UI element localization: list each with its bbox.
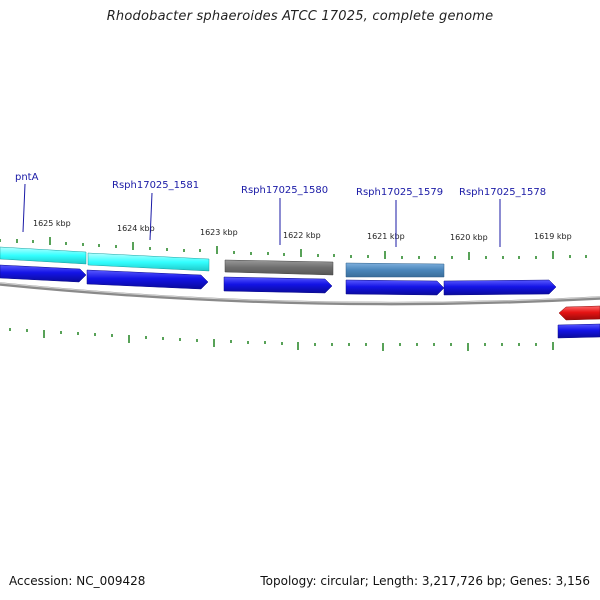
cog-feature-pntA[interactable]	[0, 246, 87, 265]
tick-label-1620: 1620 kbp	[450, 233, 488, 242]
cog-feature-rsph17025-1579[interactable]	[345, 262, 445, 278]
gene-label-leaders	[22, 183, 501, 247]
cds-arrow-rsph17025-1579[interactable]	[345, 279, 445, 296]
cds-arrow-rsph17025-1578[interactable]	[443, 279, 557, 296]
tick-label-1625: 1625 kbp	[33, 219, 71, 228]
genome-backbone-highlight	[0, 282, 600, 304]
gene-label-pntA[interactable]: pntA	[15, 172, 39, 183]
cog-feature-rsph17025-1580[interactable]	[224, 259, 334, 276]
cds-arrow-rsph17025-1581[interactable]	[86, 269, 209, 290]
tick-labels: 1625 kbp 1624 kbp 1623 kbp 1622 kbp 1621…	[33, 219, 572, 242]
cog-feature-track	[0, 246, 445, 278]
leader-line-rsph17025-1581	[149, 192, 153, 241]
tick-label-1622: 1622 kbp	[283, 231, 321, 240]
gene-label-rsph17025-1581[interactable]: Rsph17025_1581	[112, 180, 199, 191]
gene-label-rsph17025-1580[interactable]: Rsph17025_1580	[241, 185, 328, 196]
gene-labels: pntA Rsph17025_1581 Rsph17025_1580 Rsph1…	[15, 172, 546, 198]
genome-summary-label: Topology: circular; Length: 3,217,726 bp…	[260, 574, 590, 588]
gene-label-rsph17025-1579[interactable]: Rsph17025_1579	[356, 187, 443, 198]
tick-label-1619: 1619 kbp	[534, 232, 572, 241]
cds-arrow-pntA[interactable]	[0, 264, 87, 283]
gene-label-rsph17025-1578[interactable]: Rsph17025_1578	[459, 187, 546, 198]
tick-label-1623: 1623 kbp	[200, 228, 238, 237]
cds-arrow-rsph17025-1580[interactable]	[223, 276, 333, 294]
cog-feature-rsph17025-1581[interactable]	[87, 252, 210, 272]
accession-label: Accession: NC_009428	[9, 574, 146, 588]
leader-line-pntA	[22, 183, 26, 233]
genome-backbone	[0, 282, 600, 306]
reverse-cds-track	[557, 305, 600, 339]
cog-feature-reverse[interactable]	[557, 323, 600, 339]
tick-label-1621: 1621 kbp	[367, 232, 405, 241]
lower-tick-track	[9, 328, 554, 351]
cds-arrow-reverse[interactable]	[558, 305, 600, 321]
genome-title: Rhodobacter sphaeroides ATCC 17025, comp…	[106, 9, 494, 24]
forward-cds-track	[0, 264, 557, 296]
upper-tick-track	[0, 237, 587, 260]
tick-label-1624: 1624 kbp	[117, 224, 155, 233]
